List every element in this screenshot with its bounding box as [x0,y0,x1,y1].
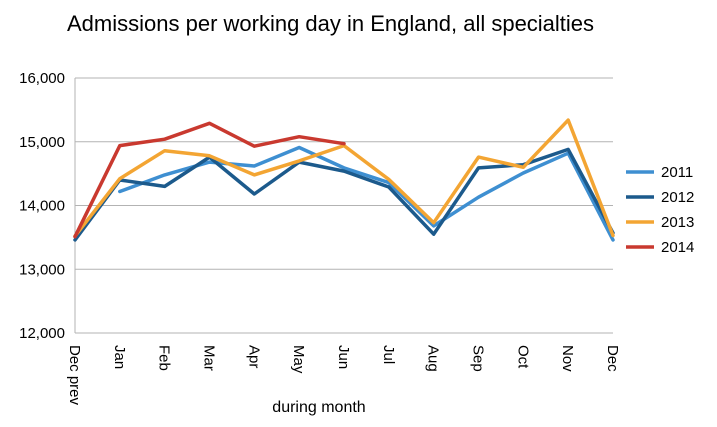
legend-label: 2014 [661,239,694,256]
legend-label: 2013 [661,214,694,231]
x-axis-title: during month [272,399,365,416]
y-tick-label: 13,000 [19,261,65,278]
x-tick-label: Jan [111,345,128,369]
y-tick-label: 16,000 [19,70,65,87]
chart-title: Admissions per working day in England, a… [67,11,594,36]
x-axis-tick-labels: Dec prev Jan Feb Mar Apr May Jun Jul Aug Sep Oct No… [66,345,621,406]
x-tick-label: Feb [156,345,173,371]
x-tick-label: May [290,345,307,374]
y-tick-label: 12,000 [19,325,65,342]
x-tick-label: Mar [201,345,218,371]
x-tick-label: Aug [425,345,442,372]
legend: 2011 2012 2013 2014 [626,164,694,256]
x-tick-label: Nov [559,345,576,372]
x-tick-label: Jul [380,345,397,364]
y-axis-tick-labels: 12,000 13,000 14,000 15,000 16,000 [19,70,65,342]
y-tick-label: 14,000 [19,198,65,215]
series-lines [73,118,615,242]
x-tick-label: Oct [514,345,531,369]
gridlines [74,77,613,334]
series-line-2013 [73,118,615,238]
x-tick-label: Dec [604,345,621,372]
y-tick-label: 15,000 [19,134,65,151]
x-tick-label: Apr [245,345,262,368]
series-line-2014 [73,121,346,239]
series-line-2011 [118,145,615,242]
legend-label: 2011 [661,164,693,181]
x-tick-label: Sep [470,345,487,372]
legend-label: 2012 [661,189,694,206]
series-line-2012 [73,147,615,242]
x-tick-label: Jun [335,345,352,369]
x-tick-label: Dec prev [66,345,83,406]
